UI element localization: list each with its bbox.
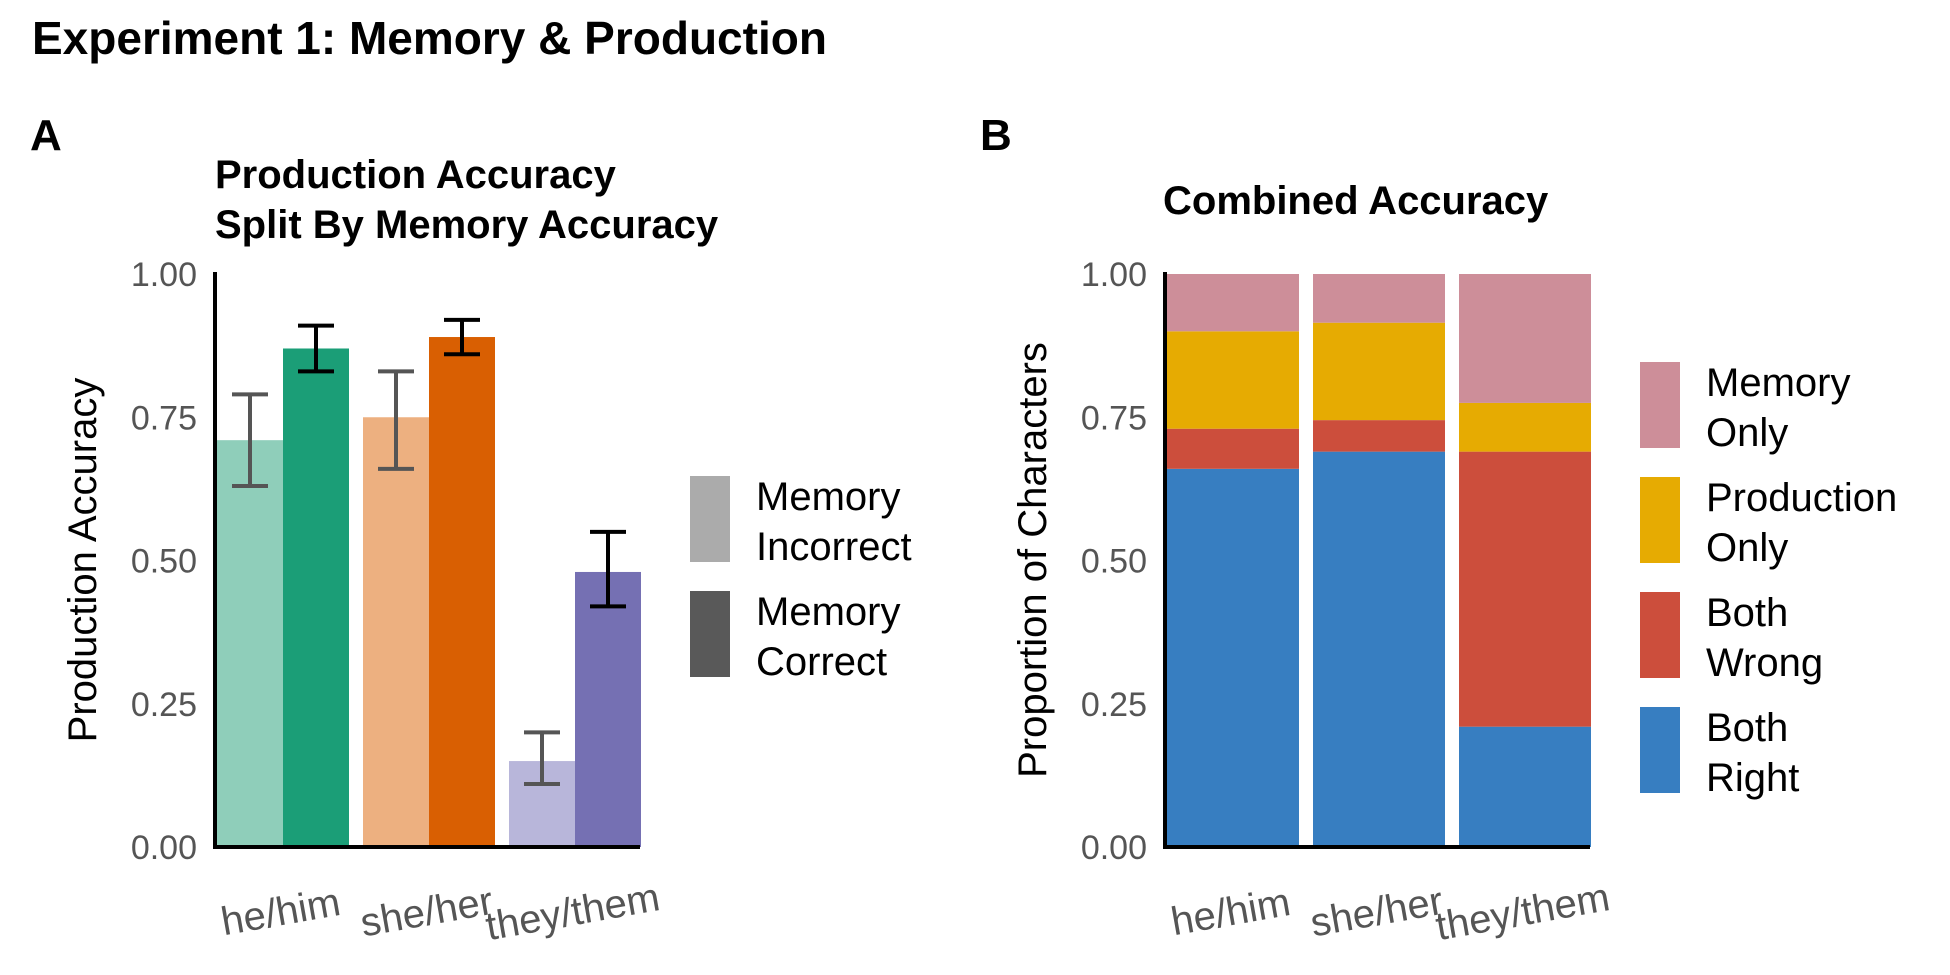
panel-b-bars: [1167, 274, 1591, 847]
bar: [429, 337, 495, 847]
y-tick-label: 0.00: [1081, 829, 1147, 867]
figure-title: Experiment 1: Memory & Production: [32, 12, 827, 64]
panel-a-letter: A: [30, 111, 62, 160]
panel-b-letter: B: [980, 111, 1012, 160]
legend-label-line2: Only: [1706, 411, 1788, 455]
panel-b-y-ticks: 0.00 0.25 0.50 0.75 1.00: [1081, 256, 1147, 867]
y-tick-label: 1.00: [1081, 256, 1147, 294]
stacked-bar-segment: [1167, 331, 1299, 429]
y-tick-label: 1.00: [131, 256, 197, 294]
y-tick-label: 0.50: [1081, 543, 1147, 581]
panel-a-legend: Memory Incorrect Memory Correct: [690, 475, 912, 684]
stacked-bar-segment: [1459, 451, 1591, 727]
stacked-bar-segment: [1459, 726, 1591, 847]
legend-label-line1: Memory: [756, 590, 900, 634]
x-tick-label: he/him: [1168, 880, 1294, 944]
bar: [363, 417, 429, 847]
legend-swatch: [1640, 477, 1680, 563]
x-tick-label: she/her: [1307, 879, 1446, 946]
y-tick-label: 0.75: [131, 399, 197, 437]
panel-b-legend: Memory Only Production Only Both Wrong Both Rig…: [1640, 361, 1897, 800]
stacked-bar-segment: [1167, 428, 1299, 469]
y-tick-label: 0.50: [131, 543, 197, 581]
y-tick-label: 0.25: [131, 686, 197, 724]
stacked-bar-segment: [1313, 420, 1445, 452]
panel-b: B Combined Accuracy Proportion of Charac…: [980, 111, 1897, 949]
panel-a-y-ticks: 0.00 0.25 0.50 0.75 1.00: [131, 256, 197, 867]
panel-b-title: Combined Accuracy: [1163, 179, 1549, 223]
legend-label-line1: Both: [1706, 591, 1788, 635]
bar: [217, 440, 283, 847]
legend-label-line1: Memory: [1706, 361, 1850, 405]
panel-a-title-line2: Split By Memory Accuracy: [215, 203, 719, 247]
panel-a: A Production Accuracy Split By Memory Ac…: [30, 111, 912, 949]
y-tick-label: 0.75: [1081, 399, 1147, 437]
legend-label-line2: Wrong: [1706, 641, 1823, 685]
bar: [283, 348, 349, 847]
legend-swatch: [690, 591, 730, 677]
x-tick-label: they/them: [482, 875, 663, 949]
panel-a-y-axis-label: Production Accuracy: [61, 378, 105, 743]
stacked-bar-segment: [1459, 274, 1591, 403]
legend-swatch: [1640, 592, 1680, 678]
panel-a-title-line1: Production Accuracy: [215, 153, 617, 197]
legend-swatch: [690, 476, 730, 562]
legend-label-line2: Right: [1706, 756, 1799, 800]
x-tick-label: he/him: [218, 880, 344, 944]
legend-label-line1: Memory: [756, 475, 900, 519]
stacked-bar-segment: [1313, 451, 1445, 847]
legend-label-line2: Only: [1706, 526, 1788, 570]
legend-label-line1: Both: [1706, 706, 1788, 750]
legend-label-line2: Incorrect: [756, 525, 912, 569]
panel-b-y-axis-label: Proportion of Characters: [1011, 342, 1055, 778]
stacked-bar-segment: [1313, 322, 1445, 421]
y-tick-label: 0.00: [131, 829, 197, 867]
stacked-bar-segment: [1313, 274, 1445, 323]
y-tick-label: 0.25: [1081, 686, 1147, 724]
panel-a-bars: [217, 337, 641, 847]
panel-a-error-bars: [232, 317, 626, 786]
x-tick-label: they/them: [1432, 875, 1613, 949]
legend-swatch: [1640, 362, 1680, 448]
legend-label-line2: Correct: [756, 640, 887, 684]
legend-label-line1: Production: [1706, 476, 1897, 520]
legend-swatch: [1640, 707, 1680, 793]
stacked-bar-segment: [1167, 274, 1299, 332]
stacked-bar-segment: [1459, 402, 1591, 452]
bar: [575, 571, 641, 847]
stacked-bar-segment: [1167, 468, 1299, 847]
x-tick-label: she/her: [357, 879, 496, 946]
